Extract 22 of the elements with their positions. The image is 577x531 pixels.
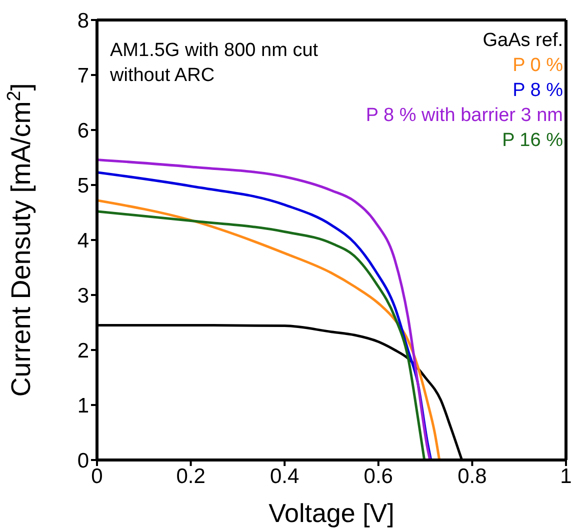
x-axis-title: Voltage [V]	[268, 498, 394, 528]
annotation: AM1.5G with 800 nm cut	[110, 39, 318, 63]
y-tick-label: 1	[77, 394, 89, 418]
y-tick-label: 4	[77, 229, 90, 252]
x-tick-label: 0.2	[176, 464, 206, 488]
text: P 8 %	[512, 79, 563, 103]
annotation: without ARC	[110, 64, 216, 88]
y-tick-label: 2	[77, 339, 89, 362]
y-tick-label: 8	[77, 9, 89, 32]
text: P 16 %	[501, 129, 563, 153]
text: GaAs ref.	[482, 29, 563, 53]
y-tick-label: 3	[77, 284, 89, 308]
x-tick-label: 0.6	[364, 464, 393, 488]
text: P 8 % with barrier 3 nm	[366, 104, 563, 128]
x-tick-label: 0.8	[458, 464, 487, 488]
text: P 0 %	[512, 54, 563, 78]
x-tick-label: 1	[560, 464, 572, 488]
y-tick-label: 5	[77, 174, 89, 198]
y-tick-label: 6	[77, 119, 89, 142]
y-tick-label: 0	[77, 449, 89, 472]
x-tick-label: 0.4	[270, 464, 300, 488]
y-tick-label: 7	[77, 64, 89, 88]
